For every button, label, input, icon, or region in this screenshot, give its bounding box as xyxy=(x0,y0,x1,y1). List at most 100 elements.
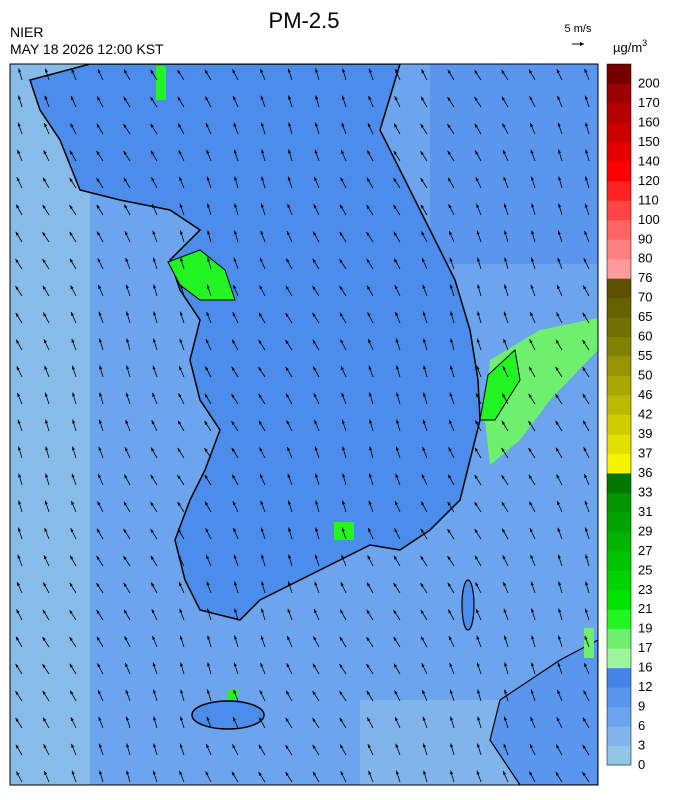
wind-head xyxy=(339,717,343,722)
wind-head xyxy=(258,393,262,398)
wind-head xyxy=(530,581,534,586)
wind-head xyxy=(233,527,237,532)
wind-arrow xyxy=(421,473,428,486)
wind-arrow xyxy=(448,635,455,648)
wind-arrow xyxy=(393,231,401,243)
wind-arrow xyxy=(234,581,239,594)
wind-arrow xyxy=(584,608,590,621)
wind-arrow xyxy=(394,690,401,702)
wind-arrow xyxy=(233,257,239,270)
wind-head xyxy=(340,339,344,344)
wind-head xyxy=(475,582,479,587)
wind-arrow xyxy=(555,420,563,432)
wind-arrow xyxy=(258,312,266,324)
colorbar-label: 37 xyxy=(638,445,652,460)
wind-arrow xyxy=(151,203,158,216)
wind-head xyxy=(123,96,127,101)
wind-head xyxy=(18,446,22,451)
wind-arrow xyxy=(421,663,428,675)
wind-arrow xyxy=(556,474,563,486)
wind-arrow xyxy=(585,122,590,135)
wind-head xyxy=(556,744,560,749)
wind-arrow xyxy=(367,338,374,351)
wind-arrow xyxy=(206,284,212,297)
wind-head xyxy=(477,311,481,316)
wind-arrow xyxy=(315,122,320,135)
wind-arrow xyxy=(501,393,509,405)
wind-head xyxy=(125,392,129,397)
wind-arrow xyxy=(315,68,320,81)
wind-arrow xyxy=(70,285,77,297)
wind-arrow xyxy=(206,176,212,189)
wind-head xyxy=(233,554,237,559)
colorbar-label: 90 xyxy=(638,231,652,246)
wind-head xyxy=(501,96,506,101)
wind-head xyxy=(285,312,289,317)
colorbar-segment xyxy=(607,414,631,435)
wind-arrow xyxy=(43,338,50,351)
wind-arrow xyxy=(204,474,212,486)
wind-arrow xyxy=(314,149,320,162)
wind-arrow xyxy=(232,95,239,108)
colorbar-segment xyxy=(607,64,631,84)
wind-head xyxy=(99,770,103,775)
wind-head xyxy=(531,608,535,613)
wind-arrow xyxy=(394,500,401,513)
colorbar-label: 29 xyxy=(638,523,652,538)
wind-head xyxy=(205,339,209,344)
wind-arrow xyxy=(152,365,158,378)
wind-head xyxy=(287,68,291,73)
wind-head xyxy=(501,420,505,425)
wind-arrow xyxy=(584,230,590,243)
wind-arrow xyxy=(285,393,293,405)
wind-arrow xyxy=(232,716,239,729)
wind-head xyxy=(98,284,102,289)
wind-head xyxy=(207,689,210,694)
wind-arrow xyxy=(449,284,455,297)
wind-arrow xyxy=(584,203,590,216)
wind-arrow xyxy=(313,608,320,621)
wind-head xyxy=(423,392,427,397)
wind-head xyxy=(44,392,48,397)
wind-head xyxy=(314,149,318,154)
wind-head xyxy=(179,366,183,371)
wind-head xyxy=(153,338,157,343)
wind-head xyxy=(312,312,316,317)
wind-head xyxy=(477,257,481,262)
wind-arrow xyxy=(555,447,563,459)
wind-arrow xyxy=(232,312,239,324)
wind-arrow xyxy=(96,231,104,243)
wind-head xyxy=(557,689,561,694)
wind-arrow xyxy=(367,527,374,540)
wind-arrow xyxy=(477,284,482,297)
wind-arrow xyxy=(367,743,374,756)
wind-head xyxy=(258,339,262,344)
wind-arrow xyxy=(421,689,428,702)
wind-head xyxy=(287,473,291,478)
wind-head xyxy=(234,203,238,208)
wind-arrow xyxy=(16,366,23,378)
clean-air-zone xyxy=(10,64,90,785)
wind-arrow xyxy=(394,716,401,729)
wind-head xyxy=(368,68,372,73)
wind-arrow xyxy=(394,528,401,540)
wind-arrow xyxy=(450,311,455,324)
wind-head xyxy=(260,635,264,640)
wind-head xyxy=(153,311,157,316)
wind-arrow xyxy=(17,149,23,162)
wind-arrow xyxy=(314,176,320,189)
colorbar-label: 0 xyxy=(638,757,645,772)
wind-head xyxy=(70,123,74,128)
wind-head xyxy=(501,69,505,74)
wind-arrow xyxy=(503,608,509,621)
wind-head xyxy=(178,123,182,128)
wind-head xyxy=(69,177,73,182)
wind-head xyxy=(422,446,426,451)
wind-arrow xyxy=(288,554,293,567)
wind-head xyxy=(393,177,397,182)
wind-arrow xyxy=(44,365,50,378)
wind-arrow xyxy=(312,771,320,783)
wind-arrow xyxy=(447,123,455,135)
wind-arrow xyxy=(97,473,104,486)
colorbar-label: 19 xyxy=(638,621,652,636)
